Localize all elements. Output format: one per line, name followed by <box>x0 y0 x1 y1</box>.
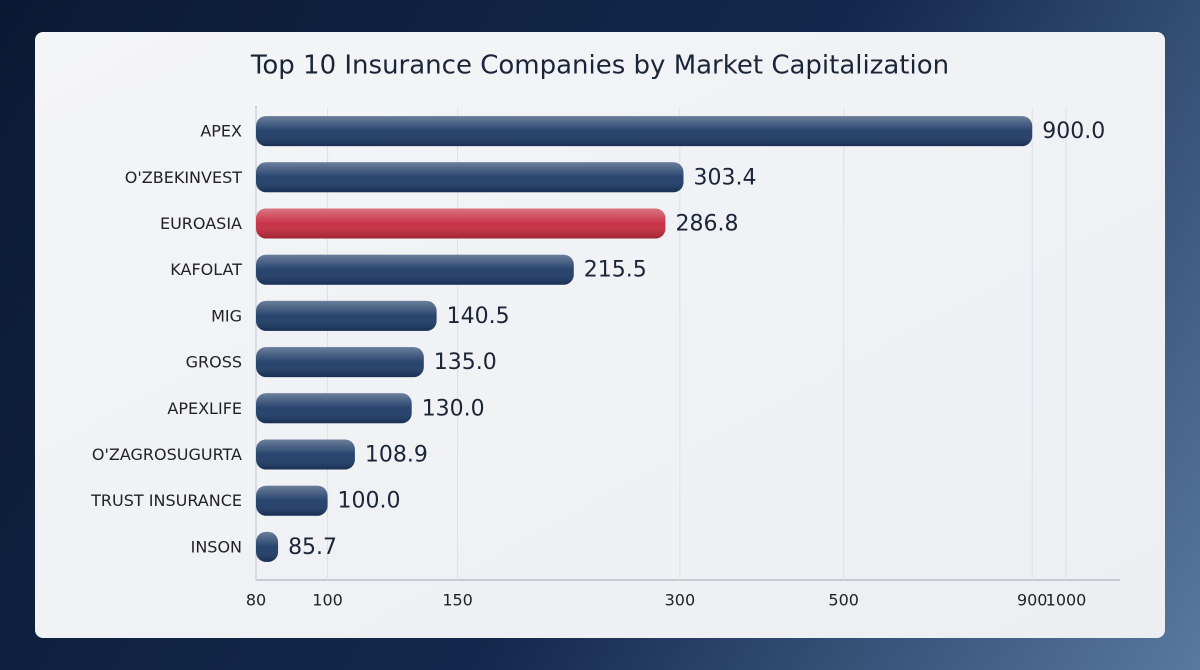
y-tick-label: EUROASIA <box>160 214 242 233</box>
y-tick-label: INSON <box>191 537 242 556</box>
y-tick-label: APEX <box>200 122 242 141</box>
bar <box>256 208 666 239</box>
x-tick-label: 1000 <box>1046 591 1087 610</box>
x-tick-label: 150 <box>442 591 473 610</box>
y-tick-label: O'ZBEKINVEST <box>125 168 242 187</box>
y-tick-label: MIG <box>211 306 242 325</box>
value-label: 900.0 <box>1042 119 1105 144</box>
x-tick-label: 300 <box>665 591 696 610</box>
y-tick-label: APEXLIFE <box>167 399 242 418</box>
x-tick-label: 80 <box>246 591 266 610</box>
bar <box>256 531 279 562</box>
value-label: 215.5 <box>584 258 647 283</box>
x-tick-label: 900 <box>1017 591 1048 610</box>
value-label: 286.8 <box>675 212 738 237</box>
bar <box>256 393 412 424</box>
x-tick-label: 500 <box>828 591 859 610</box>
bar <box>256 347 424 378</box>
bar <box>256 162 684 193</box>
value-label: 140.5 <box>447 304 510 329</box>
value-label: 85.7 <box>288 535 337 560</box>
bar <box>256 300 437 331</box>
x-tick-label: 100 <box>312 591 343 610</box>
bar <box>256 439 355 470</box>
bar <box>256 254 574 285</box>
value-label: 135.0 <box>434 350 497 375</box>
y-tick-label: TRUST INSURANCE <box>90 491 242 510</box>
bar <box>256 485 328 516</box>
y-tick-label: O'ZAGROSUGURTA <box>92 445 242 464</box>
value-label: 100.0 <box>338 489 401 514</box>
value-label: 130.0 <box>422 396 485 421</box>
chart-title: Top 10 Insurance Companies by Market Cap… <box>250 51 949 81</box>
bar <box>256 116 1033 147</box>
value-label: 303.4 <box>694 165 757 190</box>
y-tick-label: KAFOLAT <box>170 260 242 279</box>
value-label: 108.9 <box>365 443 428 468</box>
y-tick-label: GROSS <box>186 353 242 372</box>
